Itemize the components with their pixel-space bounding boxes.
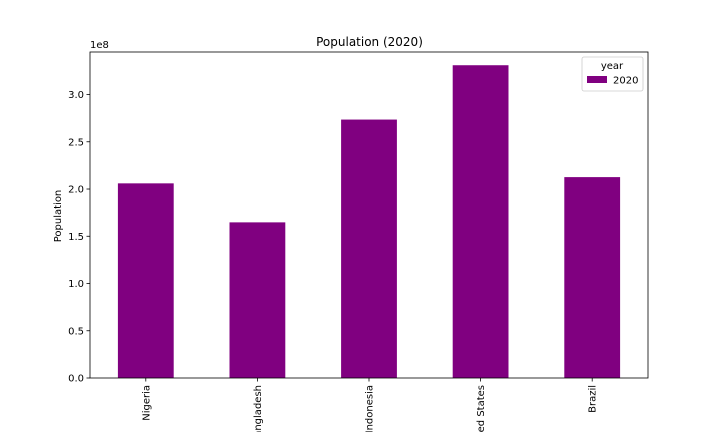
plot-frame [89,51,649,379]
bar [229,222,286,378]
bars-group [117,65,621,378]
bar [564,177,621,378]
y-tick-label: 0.5 [68,326,84,337]
y-tick-label: 2.0 [68,185,84,196]
y-tick-label: 3.0 [68,90,84,101]
y-offset-label: 1e8 [90,40,109,51]
legend-swatch [587,76,607,83]
y-tick-label: 0.0 [68,374,84,385]
legend-title: year [601,61,624,72]
y-axis-label: Population [53,190,64,243]
x-tick-label: Indonesia [365,385,376,432]
y-ticks-group: 0.0 0.5 1.0 1.5 2.0 2.5 3.0 [68,90,90,385]
x-tick-label: United States [476,385,487,432]
chart-title: Population (2020) [316,35,423,49]
y-tick-label: 1.0 [68,279,84,290]
legend: year 2020 [581,56,644,92]
bar [341,119,397,378]
x-tick-label: Brazil [588,385,599,413]
y-tick-label: 1.5 [68,232,84,243]
x-ticks-group: Nigeria Bangladesh Indonesia United States B… [141,378,599,432]
bar [117,183,174,378]
x-tick-label: Nigeria [141,385,152,421]
x-tick-label: Bangladesh [253,385,264,432]
legend-entry: 2020 [613,76,638,87]
y-tick-label: 2.5 [68,137,84,148]
bar [452,65,509,378]
